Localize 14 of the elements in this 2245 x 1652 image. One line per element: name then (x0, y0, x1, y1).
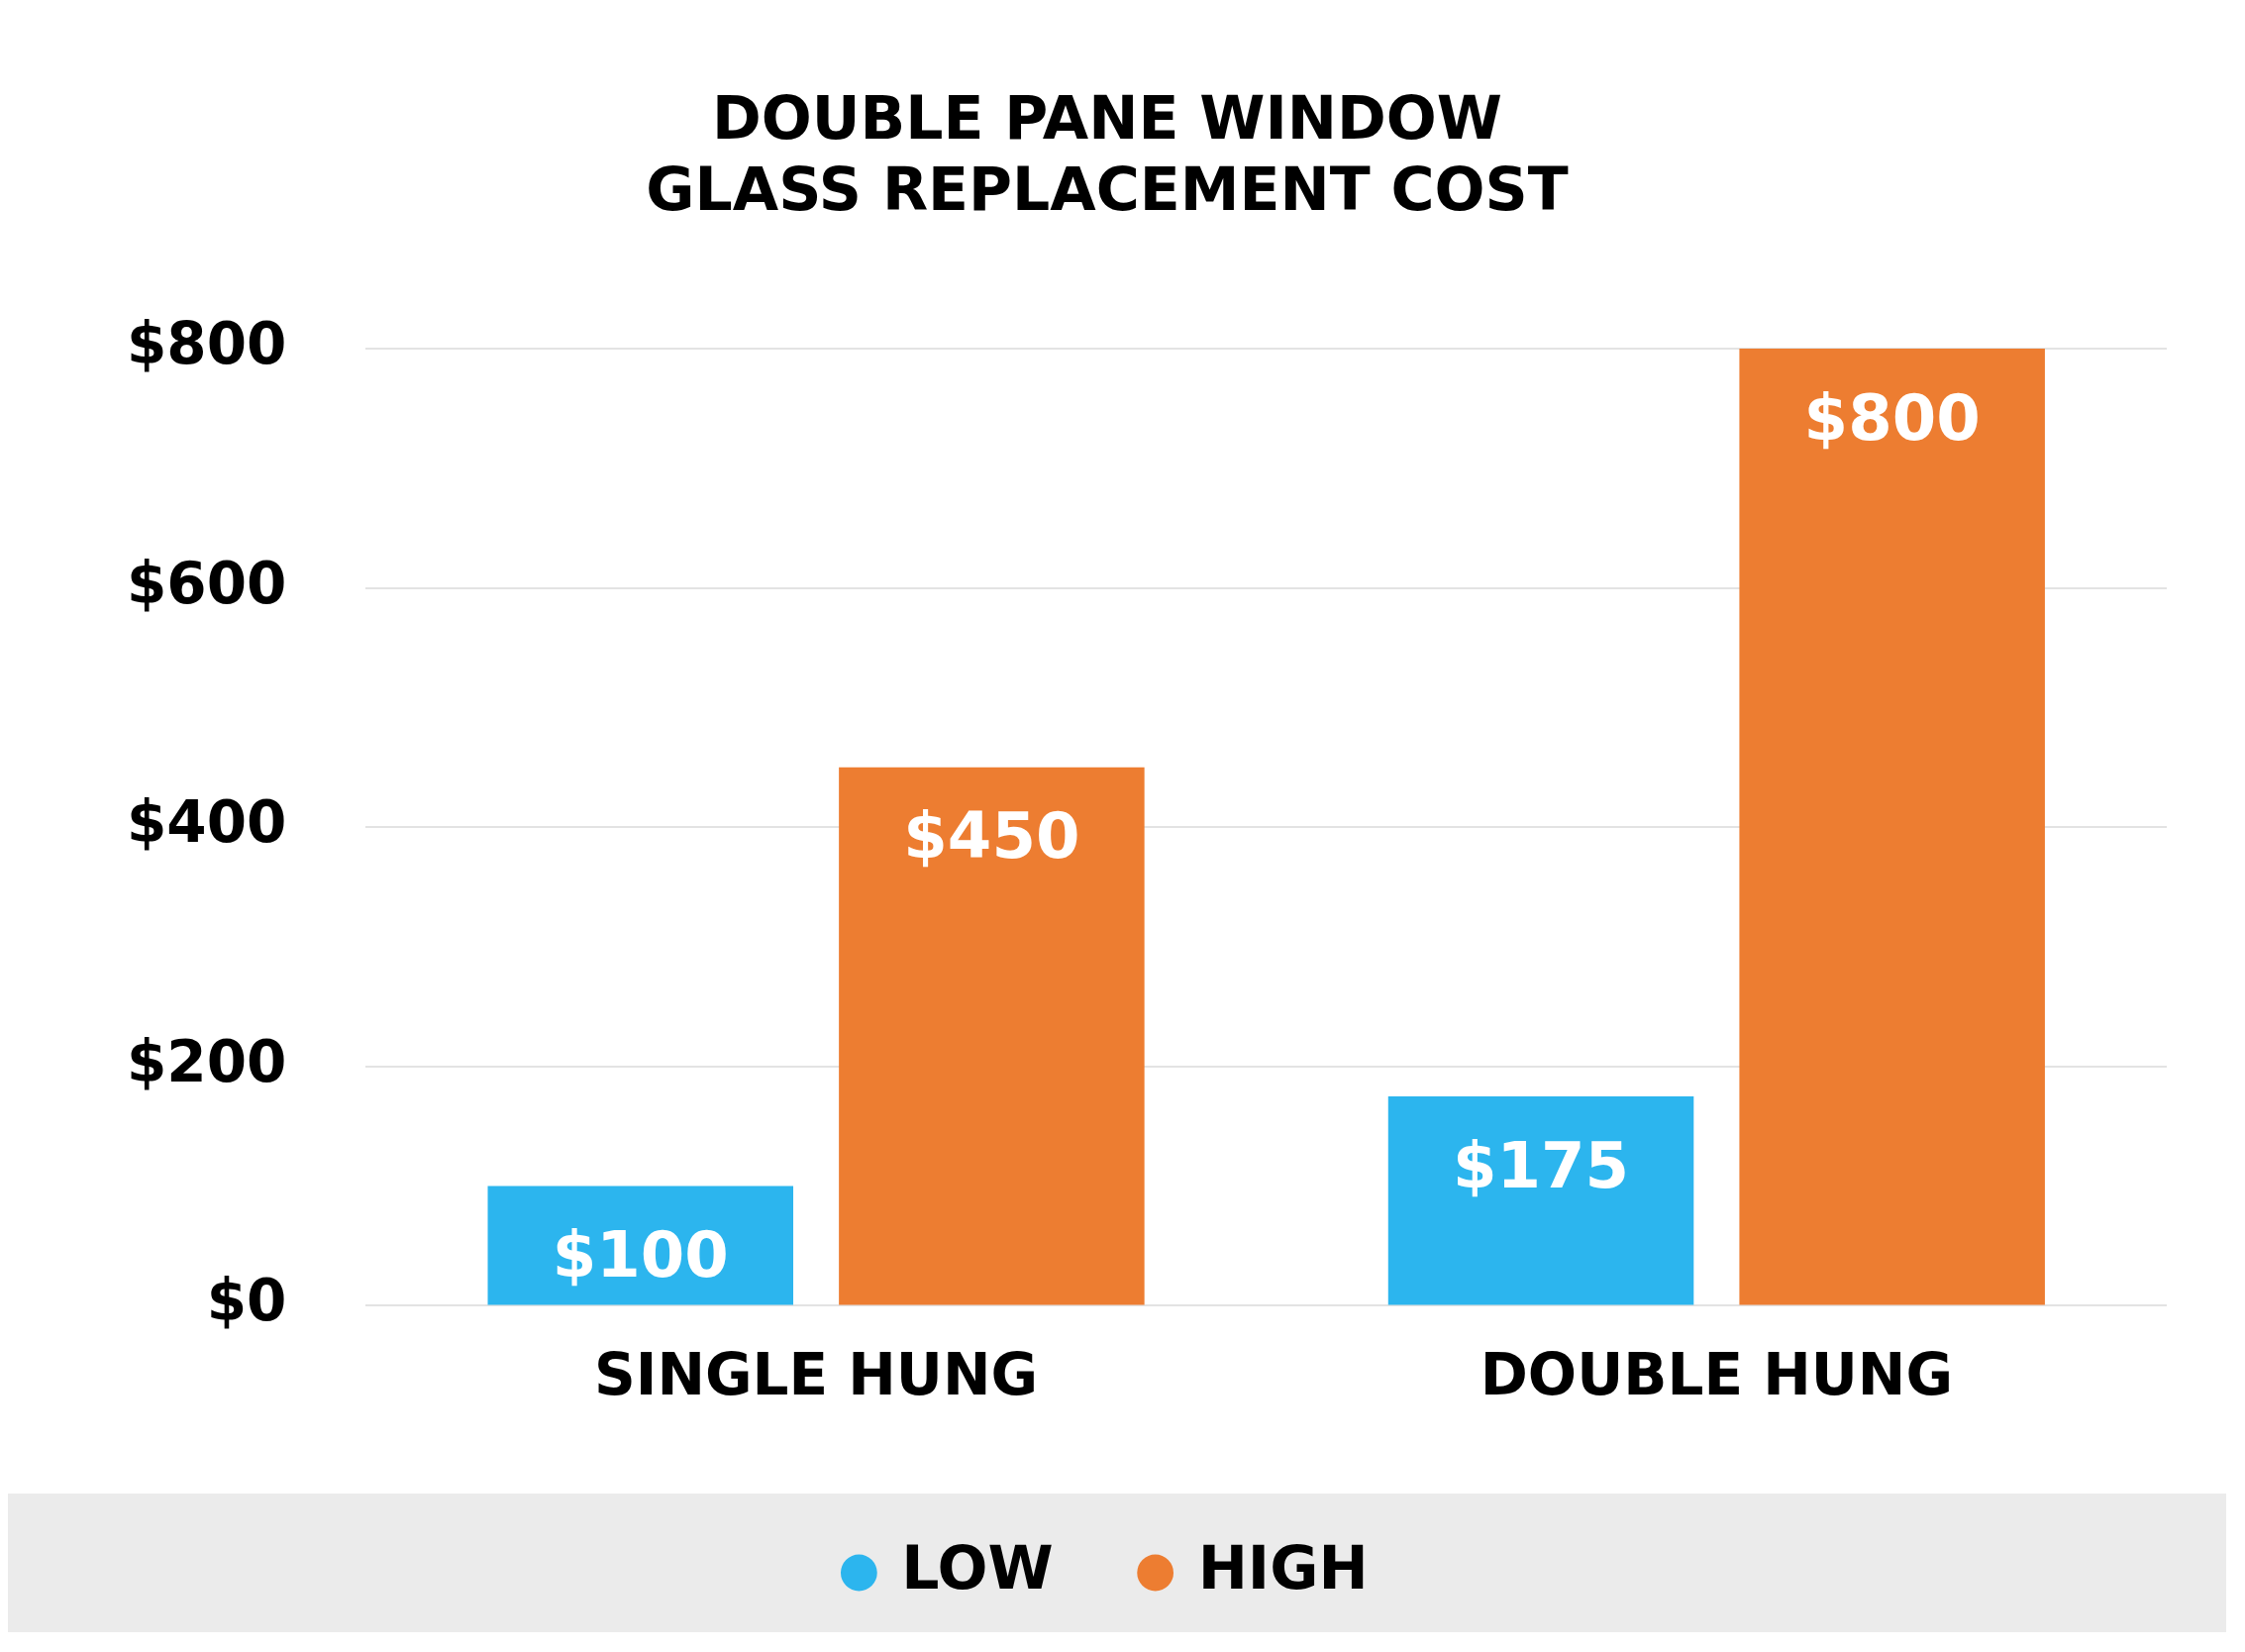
y-tick-label: $800 (126, 310, 287, 378)
data-label: $450 (903, 799, 1080, 874)
y-tick-label: $0 (206, 1267, 287, 1335)
legend-label: HIGH (1197, 1532, 1369, 1602)
x-tick-label: SINGLE HUNG (594, 1341, 1039, 1409)
y-tick-label: $400 (126, 788, 287, 857)
legend-label: LOW (901, 1532, 1054, 1602)
data-label: $800 (1803, 380, 1981, 455)
y-tick-label: $600 (126, 549, 287, 617)
y-tick-label: $200 (126, 1027, 287, 1095)
data-label: $100 (552, 1218, 729, 1292)
chart-title: DOUBLE PANE WINDOW GLASS REPLACEMENT COST (646, 82, 1569, 224)
x-tick-label: DOUBLE HUNG (1480, 1341, 1954, 1409)
data-label: $175 (1452, 1128, 1630, 1202)
